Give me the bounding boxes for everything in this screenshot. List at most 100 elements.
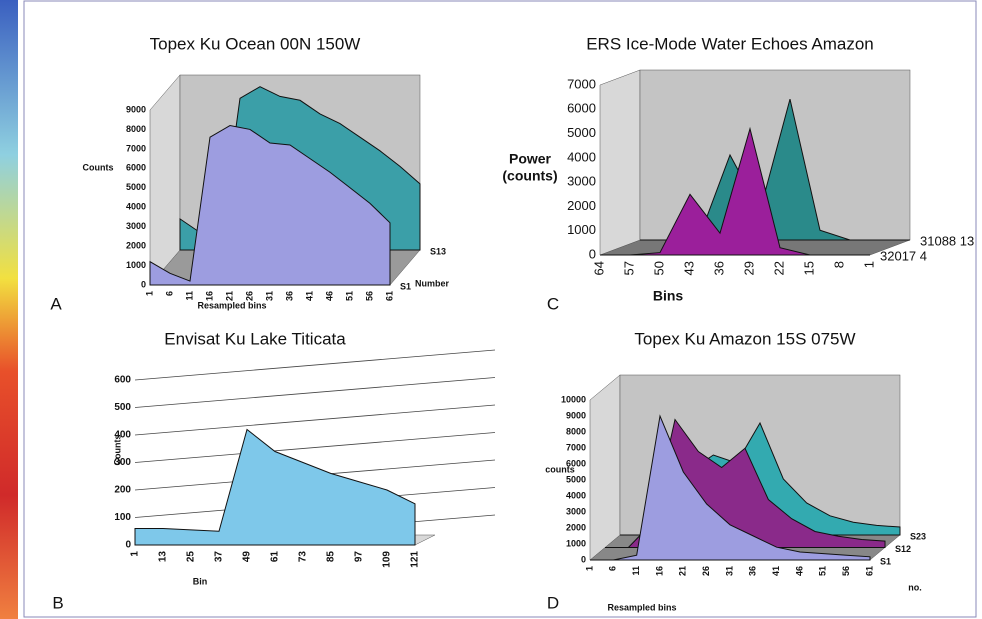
x-tick-label: 11 — [184, 291, 194, 301]
x-tick-label: 22 — [771, 261, 786, 275]
x-tick-label: 26 — [701, 566, 711, 576]
y-tick-label: 0 — [125, 540, 131, 551]
series-area — [590, 414, 871, 561]
y-tick-label: 5000 — [566, 474, 586, 484]
z-axis-label: no. — [908, 582, 922, 592]
x-tick-label: 26 — [244, 291, 254, 301]
y-tick-label: 5000 — [126, 182, 146, 192]
x-tick-label: 16 — [204, 291, 214, 301]
x-tick-label: 1 — [144, 291, 154, 296]
y-tick-label: 600 — [114, 375, 131, 386]
y-tick-label: 1000 — [566, 538, 586, 548]
x-tick-label: 41 — [771, 566, 781, 576]
series-area — [134, 428, 416, 546]
x-tick-label: 57 — [621, 261, 636, 275]
y-tick-label: 2000 — [126, 240, 146, 250]
grid-line — [134, 377, 496, 408]
y-axis-label: Counts — [83, 162, 114, 172]
x-tick-label: 97 — [354, 551, 365, 563]
panel-label: D — [547, 593, 559, 612]
panels: Topex Ku Ocean 00N 150WA0100020003000400… — [50, 34, 974, 612]
y-axis-label: (counts) — [502, 168, 557, 184]
x-tick-label: 46 — [794, 566, 804, 576]
series-label: S23 — [910, 531, 926, 541]
x-tick-label: 36 — [284, 291, 294, 301]
x-tick-label: 31 — [264, 291, 274, 301]
panel: ERS Ice-Mode Water Echoes Amazon C 0 1000 20… — [502, 34, 974, 313]
y-tick-label: 1000 — [567, 222, 596, 237]
panel: Envisat Ku Lake Titicata B 0 100 200 300 400 50… — [52, 329, 496, 612]
y-tick-label: 0 — [581, 554, 586, 564]
series-area — [149, 125, 391, 286]
x-tick-label: 36 — [711, 261, 726, 275]
x-tick-label: 1 — [584, 566, 594, 571]
x-tick-label: 121 — [410, 551, 421, 568]
y-axis-label: counts — [545, 464, 575, 474]
y-tick-label: 8000 — [126, 124, 146, 134]
y-tick-label: 8000 — [566, 426, 586, 436]
x-tick-label: 21 — [224, 291, 234, 301]
x-tick-label: 109 — [382, 551, 393, 568]
y-tick-label: 400 — [114, 430, 131, 441]
x-tick-label: 56 — [841, 566, 851, 576]
panel-title: ERS Ice-Mode Water Echoes Amazon — [586, 34, 874, 53]
y-tick-label: 6000 — [566, 458, 586, 468]
y-tick-label: 0 — [141, 279, 146, 289]
x-tick-label: 6 — [164, 291, 174, 296]
y-tick-label: 300 — [114, 457, 131, 468]
figure-frame — [23, 0, 977, 618]
y-tick-label: 3000 — [566, 506, 586, 516]
x-tick-label: 51 — [344, 291, 354, 301]
x-tick-label: 51 — [818, 566, 828, 576]
x-tick-label: 21 — [678, 566, 688, 576]
y-tick-label: 7000 — [566, 442, 586, 452]
y-tick-label: 3000 — [567, 174, 596, 189]
y-tick-label: 2000 — [567, 198, 596, 213]
x-tick-label: 36 — [748, 566, 758, 576]
series-label: S13 — [430, 246, 446, 256]
panel-title: Topex Ku Amazon 15S 075W — [634, 329, 855, 348]
y-tick-label: 10000 — [561, 394, 586, 404]
series-area — [600, 126, 870, 256]
grid-line — [134, 349, 496, 381]
y-tick-label: 4000 — [567, 149, 596, 164]
panel: Topex Ku Ocean 00N 150W A 0 1000 2000 3000 400… — [50, 34, 449, 313]
y-tick-label: 9000 — [566, 410, 586, 420]
x-tick-label: 61 — [864, 566, 874, 576]
x-tick-label: 41 — [304, 291, 314, 301]
y-tick-label: 7000 — [126, 143, 146, 153]
x-tick-label: 85 — [326, 551, 337, 563]
x-tick-label: 6 — [608, 566, 618, 571]
x-tick-label: 25 — [186, 551, 197, 563]
y-tick-label: 6000 — [567, 101, 596, 116]
y-tick-label: 6000 — [126, 163, 146, 173]
side-wall — [149, 74, 181, 286]
z-axis-label: Number — [415, 278, 450, 288]
side-wall — [589, 374, 621, 561]
x-tick-label: 50 — [651, 261, 666, 275]
x-tick-label: 1 — [130, 551, 141, 557]
panel-title: Envisat Ku Lake Titicata — [164, 329, 346, 348]
y-tick-label: 500 — [114, 402, 131, 413]
x-tick-label: 73 — [298, 551, 309, 563]
x-tick-label: 16 — [654, 566, 664, 576]
side-wall — [135, 370, 155, 545]
x-tick-label: 29 — [741, 261, 756, 275]
x-tick-label: 1 — [861, 261, 876, 268]
y-tick-label: 7000 — [567, 76, 596, 91]
y-tick-label: 1000 — [126, 260, 146, 270]
y-tick-label: 4000 — [566, 490, 586, 500]
y-tick-label: 3000 — [126, 221, 146, 231]
x-tick-label: 13 — [158, 551, 169, 563]
x-tick-label: 61 — [384, 291, 394, 301]
grid-line — [134, 404, 496, 436]
x-tick-label: 8 — [831, 261, 846, 268]
x-tick-label: 46 — [324, 291, 334, 301]
side-wall — [599, 69, 641, 256]
y-tick-label: 0 — [589, 246, 596, 261]
panel-label: C — [547, 294, 559, 313]
y-axis-label: Power — [509, 151, 552, 167]
y-tick-label: 2000 — [566, 522, 586, 532]
y-axis-label: Counts — [112, 435, 122, 466]
y-tick-label: 4000 — [126, 202, 146, 212]
